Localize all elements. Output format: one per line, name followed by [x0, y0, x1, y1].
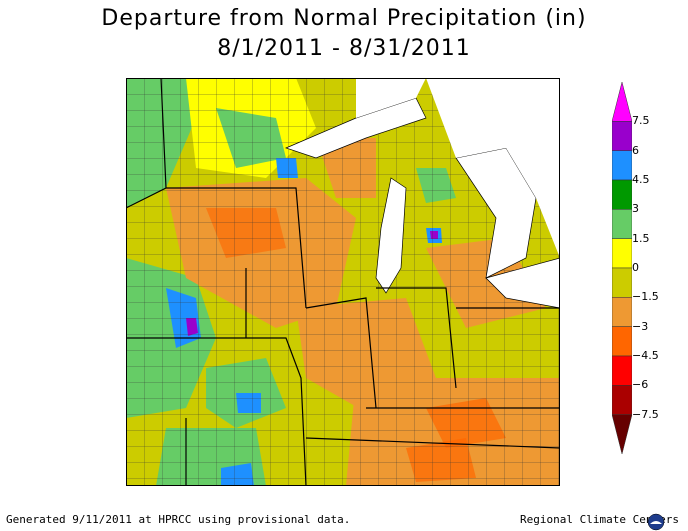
legend-label: −7.5 — [632, 407, 659, 421]
legend-swatch — [612, 82, 632, 122]
legend-label: 1.5 — [632, 231, 650, 245]
legend-swatch — [612, 238, 632, 269]
map-subtitle: 8/1/2011 - 8/31/2011 — [217, 36, 471, 61]
generated-note: Generated 9/11/2011 at HPRCC using provi… — [6, 513, 351, 526]
legend-label: −4.5 — [632, 349, 659, 362]
lake-superior-north — [356, 78, 426, 118]
legend-label: −6 — [632, 378, 649, 392]
legend-swatch — [612, 121, 632, 151]
lake-erie — [485, 257, 560, 309]
color-legend — [612, 82, 632, 454]
precipitation-map — [126, 78, 560, 486]
legend-swatch — [612, 385, 632, 415]
legend-swatch — [612, 326, 632, 357]
legend-swatch — [612, 267, 632, 298]
state-borders — [126, 78, 560, 486]
legend-label: 6 — [632, 143, 639, 157]
legend-label: −1.5 — [632, 290, 659, 304]
map-title: Departure from Normal Precipitation (in) — [101, 6, 587, 31]
legend-swatch — [612, 414, 632, 454]
lake-michigan — [375, 177, 407, 294]
legend-swatch — [612, 150, 632, 181]
legend-swatch — [612, 355, 632, 386]
legend-label: 4.5 — [632, 173, 650, 186]
legend-swatch — [612, 179, 632, 210]
map-frame — [126, 78, 560, 486]
canada-area — [426, 78, 560, 258]
legend-swatch — [612, 209, 632, 239]
legend-label: 0 — [632, 261, 639, 274]
legend-swatch — [612, 297, 632, 327]
legend-label: −3 — [632, 319, 649, 333]
legend-label: 3 — [632, 202, 639, 216]
noaa-logo — [647, 513, 665, 531]
legend-label: 7.5 — [632, 114, 650, 128]
rcc-credit: Regional Climate Centers — [520, 513, 679, 526]
